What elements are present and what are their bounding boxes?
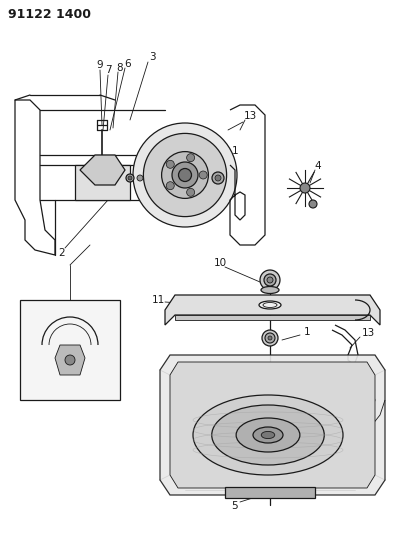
Polygon shape: [225, 487, 315, 498]
Text: 5: 5: [232, 501, 238, 511]
Ellipse shape: [236, 418, 300, 452]
Text: 2: 2: [59, 248, 66, 258]
Circle shape: [126, 174, 134, 182]
Circle shape: [260, 270, 280, 290]
Ellipse shape: [193, 395, 343, 475]
Circle shape: [187, 188, 195, 196]
Ellipse shape: [143, 133, 227, 216]
Ellipse shape: [261, 287, 279, 294]
Text: 9: 9: [97, 60, 103, 70]
Bar: [20, 300, 120, 400]
Circle shape: [309, 200, 317, 208]
Polygon shape: [165, 295, 380, 325]
Circle shape: [212, 172, 224, 184]
Circle shape: [65, 355, 75, 365]
Circle shape: [267, 277, 273, 283]
Polygon shape: [170, 362, 375, 488]
Circle shape: [128, 176, 132, 180]
Text: 11: 11: [151, 295, 165, 305]
Ellipse shape: [259, 301, 281, 309]
Text: 91122 1400: 91122 1400: [8, 8, 91, 21]
Ellipse shape: [133, 123, 237, 227]
Ellipse shape: [261, 431, 275, 439]
Text: 3: 3: [149, 52, 155, 62]
Text: 10: 10: [214, 258, 227, 268]
Polygon shape: [80, 155, 125, 185]
Circle shape: [215, 175, 221, 181]
Text: 2: 2: [197, 456, 203, 466]
Ellipse shape: [179, 168, 191, 182]
Circle shape: [137, 175, 143, 181]
Circle shape: [262, 330, 278, 346]
Text: 12: 12: [349, 295, 362, 305]
Circle shape: [199, 171, 207, 179]
Text: 13: 13: [243, 111, 256, 121]
Circle shape: [187, 154, 195, 161]
Circle shape: [166, 160, 174, 168]
Polygon shape: [175, 315, 370, 320]
Text: 11: 11: [23, 328, 37, 338]
Text: 1: 1: [304, 327, 310, 337]
Ellipse shape: [212, 405, 324, 465]
Circle shape: [300, 183, 310, 193]
Text: 7: 7: [105, 65, 111, 75]
Ellipse shape: [253, 427, 283, 443]
Text: 4: 4: [315, 161, 321, 171]
Text: 8: 8: [117, 63, 123, 73]
Ellipse shape: [172, 162, 198, 188]
Ellipse shape: [162, 151, 208, 198]
Text: 6: 6: [125, 59, 131, 69]
Polygon shape: [75, 165, 130, 200]
Circle shape: [166, 182, 174, 190]
Text: 1: 1: [232, 146, 238, 156]
Circle shape: [268, 336, 272, 340]
Text: 13: 13: [361, 328, 375, 338]
Polygon shape: [160, 355, 385, 495]
Circle shape: [265, 333, 275, 343]
Polygon shape: [55, 345, 85, 375]
Circle shape: [264, 274, 276, 286]
